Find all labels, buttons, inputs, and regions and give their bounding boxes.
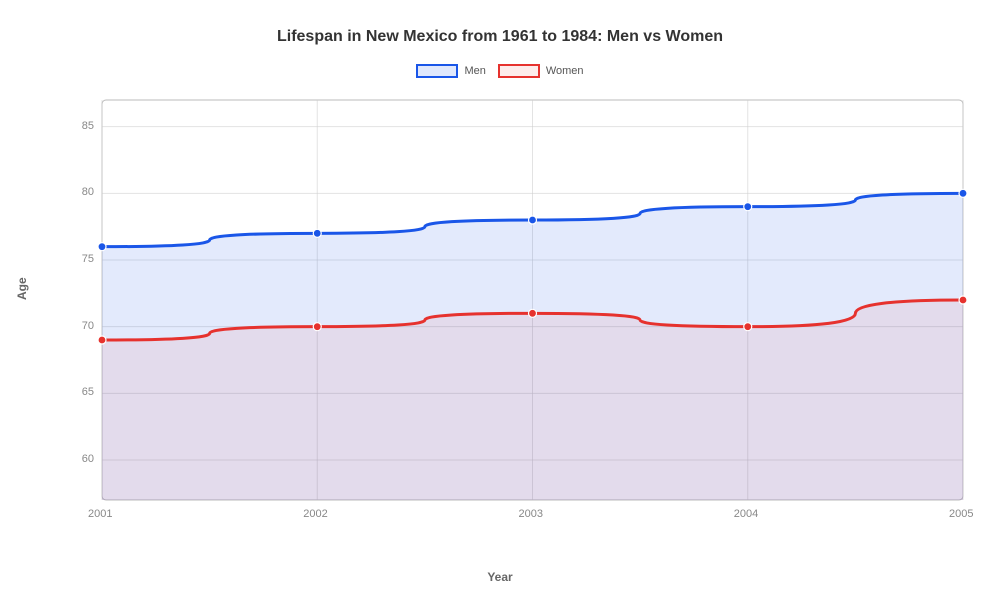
y-tick: 70 bbox=[82, 320, 94, 332]
y-tick: 85 bbox=[82, 120, 94, 132]
y-tick: 75 bbox=[82, 253, 94, 265]
x-tick: 2003 bbox=[519, 508, 543, 520]
legend-item-men: Men bbox=[416, 64, 485, 78]
plot-svg bbox=[68, 94, 973, 530]
legend-swatch-women bbox=[498, 64, 540, 78]
x-axis-label: Year bbox=[0, 570, 1000, 584]
x-tick: 2005 bbox=[949, 508, 973, 520]
legend-label-men: Men bbox=[464, 65, 485, 77]
y-tick: 65 bbox=[82, 386, 94, 398]
y-tick: 60 bbox=[82, 453, 94, 465]
chart-container: Lifespan in New Mexico from 1961 to 1984… bbox=[0, 0, 1000, 600]
x-tick: 2002 bbox=[303, 508, 327, 520]
legend-label-women: Women bbox=[546, 65, 584, 77]
x-tick: 2004 bbox=[734, 508, 758, 520]
y-tick: 80 bbox=[82, 186, 94, 198]
plot-area: 60 65 70 75 80 85 2001 2002 2003 2004 2005 bbox=[68, 94, 973, 530]
legend: Men Women bbox=[0, 64, 1000, 78]
y-axis-label: Age bbox=[15, 277, 29, 300]
x-tick: 2001 bbox=[88, 508, 112, 520]
legend-swatch-men bbox=[416, 64, 458, 78]
chart-title: Lifespan in New Mexico from 1961 to 1984… bbox=[0, 28, 1000, 46]
legend-item-women: Women bbox=[498, 64, 584, 78]
